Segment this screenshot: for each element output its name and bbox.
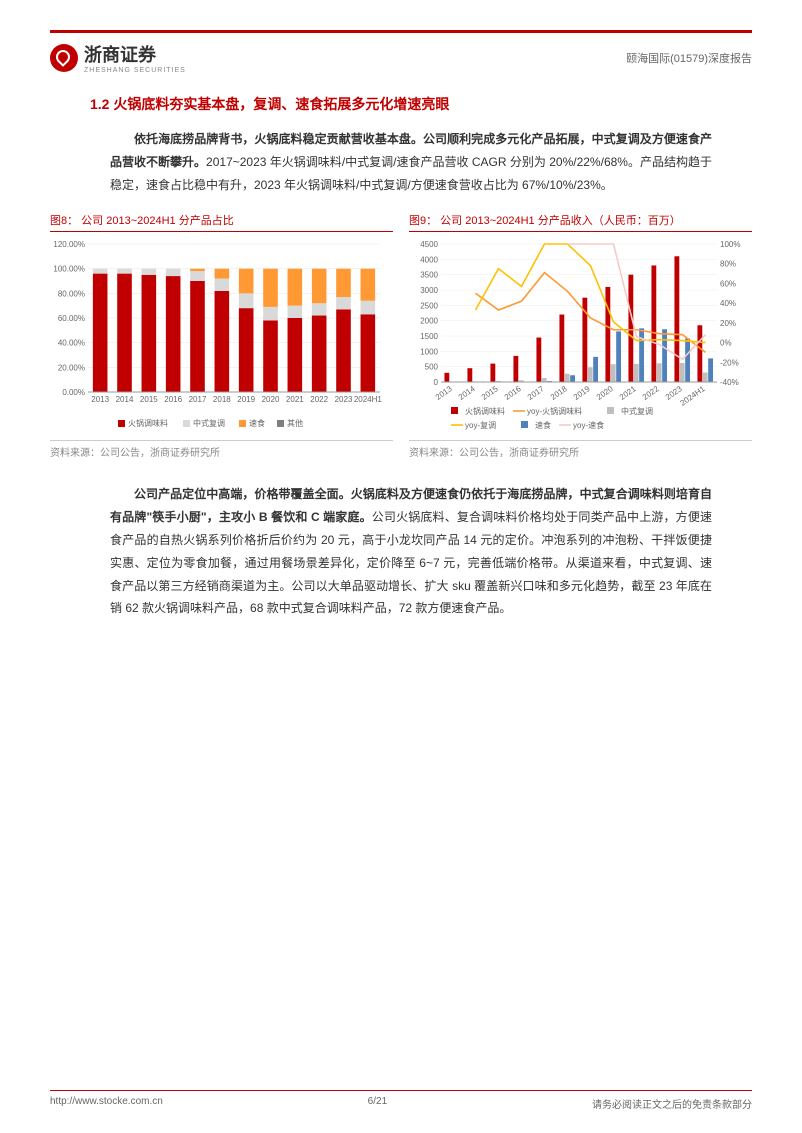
svg-text:2020: 2020 — [595, 384, 615, 402]
svg-text:4000: 4000 — [420, 256, 438, 265]
svg-text:2014: 2014 — [457, 384, 477, 402]
svg-text:40%: 40% — [720, 300, 736, 309]
chart8-svg: 0.00% 20.00% 40.00% 60.00% 80.00% 100.00% 120.… — [50, 236, 390, 436]
svg-text:火锅调味料: 火锅调味料 — [128, 418, 168, 428]
svg-text:4500: 4500 — [420, 240, 438, 249]
svg-text:速食: 速食 — [249, 418, 265, 428]
svg-text:中式复调: 中式复调 — [193, 418, 225, 428]
svg-text:80%: 80% — [720, 260, 736, 269]
chart8-title: 图8： 公司 2013~2024H1 分产品占比 — [50, 212, 393, 232]
svg-text:2500: 2500 — [420, 302, 438, 311]
svg-text:80.00%: 80.00% — [58, 290, 85, 299]
svg-text:60.00%: 60.00% — [58, 314, 85, 323]
section-number: 1.2 — [90, 96, 109, 112]
brand-sub: ZHESHANG SECURITIES — [84, 67, 186, 74]
paragraph-2: 公司产品定位中高端，价格带覆盖全面。火锅底料及方便速食仍依托于海底捞品牌，中式复… — [110, 483, 712, 620]
brand-logo-icon — [50, 44, 78, 72]
svg-text:yoy-火锅调味料: yoy-火锅调味料 — [527, 406, 582, 416]
svg-text:速食: 速食 — [535, 420, 551, 430]
svg-text:2014: 2014 — [116, 395, 134, 404]
svg-text:40.00%: 40.00% — [58, 339, 85, 348]
svg-text:2021: 2021 — [286, 395, 304, 404]
chart8-source: 资料来源：公司公告，浙商证券研究所 — [50, 440, 393, 459]
chart9-source: 资料来源：公司公告，浙商证券研究所 — [409, 440, 752, 459]
svg-text:1000: 1000 — [420, 348, 438, 357]
svg-text:2018: 2018 — [213, 395, 231, 404]
svg-text:0%: 0% — [720, 339, 732, 348]
section-title: 1.2 火锅底料夯实基本盘，复调、速食拓展多元化增速亮眼 — [90, 94, 752, 114]
svg-text:2024H1: 2024H1 — [679, 384, 708, 408]
svg-text:60%: 60% — [720, 280, 736, 289]
footer-disclaimer: 请务必阅读正文之后的免责条款部分 — [592, 1096, 752, 1111]
svg-text:2024H1: 2024H1 — [354, 395, 383, 404]
svg-text:2016: 2016 — [164, 395, 182, 404]
svg-text:3000: 3000 — [420, 286, 438, 295]
chart8-column: 图8： 公司 2013~2024H1 分产品占比 0.00% 20.00% 40.0… — [50, 212, 393, 459]
svg-text:2013: 2013 — [91, 395, 109, 404]
svg-text:2016: 2016 — [503, 384, 523, 402]
svg-text:2019: 2019 — [237, 395, 255, 404]
svg-text:-40%: -40% — [720, 378, 739, 387]
svg-text:3500: 3500 — [420, 271, 438, 280]
svg-text:2017: 2017 — [189, 395, 207, 404]
svg-text:yoy-复调: yoy-复调 — [465, 420, 496, 430]
brand-name: 浙商证券 — [84, 41, 186, 67]
page-footer: http://www.stocke.com.cn 6/21 请务必阅读正文之后的… — [50, 1090, 752, 1111]
svg-text:火锅调味料: 火锅调味料 — [465, 406, 505, 416]
paragraph-1: 依托海底捞品牌背书，火锅底料稳定贡献营收基本盘。公司顺利完成多元化产品拓展，中式… — [110, 128, 712, 196]
svg-text:2022: 2022 — [641, 384, 661, 402]
svg-text:yoy-速食: yoy-速食 — [573, 420, 604, 430]
chart9-svg: 0 500 1000 1500 2000 2500 3000 3500 4000 4500 -40%… — [409, 236, 749, 436]
svg-text:1500: 1500 — [420, 332, 438, 341]
svg-text:0.00%: 0.00% — [62, 388, 85, 397]
svg-text:2015: 2015 — [140, 395, 158, 404]
para2-rest: 公司火锅底料、复合调味料价格均处于同类产品中上游，方便速食产品的自热火锅系列价格… — [110, 510, 712, 615]
doc-reference: 颐海国际(01579)深度报告 — [626, 50, 752, 66]
brand-logo-block: 浙商证券 ZHESHANG SECURITIES — [50, 41, 186, 74]
footer-page: 6/21 — [368, 1096, 387, 1111]
svg-text:2021: 2021 — [618, 384, 638, 402]
chart8-box: 0.00% 20.00% 40.00% 60.00% 80.00% 100.00% 120.… — [50, 236, 393, 436]
svg-text:100%: 100% — [720, 240, 740, 249]
svg-text:100.00%: 100.00% — [53, 265, 85, 274]
svg-text:20.00%: 20.00% — [58, 364, 85, 373]
chart9-column: 图9： 公司 2013~2024H1 分产品收入（人民币：百万） 0 500 100… — [409, 212, 752, 459]
svg-text:2023: 2023 — [335, 395, 353, 404]
charts-row: 图8： 公司 2013~2024H1 分产品占比 0.00% 20.00% 40.0… — [50, 212, 752, 459]
svg-text:0: 0 — [434, 378, 439, 387]
chart9-title: 图9： 公司 2013~2024H1 分产品收入（人民币：百万） — [409, 212, 752, 232]
svg-text:中式复调: 中式复调 — [621, 406, 653, 416]
svg-text:120.00%: 120.00% — [53, 240, 85, 249]
svg-text:20%: 20% — [720, 319, 736, 328]
svg-text:-20%: -20% — [720, 359, 739, 368]
svg-text:2000: 2000 — [420, 317, 438, 326]
para2-lead: 公司产品定位中高端，价格带覆盖全面。 — [134, 487, 351, 501]
svg-text:2015: 2015 — [480, 384, 500, 402]
svg-text:其他: 其他 — [287, 418, 303, 428]
svg-text:2019: 2019 — [572, 384, 592, 402]
chart9-box: 0 500 1000 1500 2000 2500 3000 3500 4000 4500 -40%… — [409, 236, 752, 436]
footer-url: http://www.stocke.com.cn — [50, 1096, 163, 1111]
svg-text:2018: 2018 — [549, 384, 569, 402]
svg-text:2020: 2020 — [262, 395, 280, 404]
svg-text:500: 500 — [425, 363, 439, 372]
svg-text:2017: 2017 — [526, 384, 546, 402]
svg-text:2022: 2022 — [310, 395, 328, 404]
section-heading: 火锅底料夯实基本盘，复调、速食拓展多元化增速亮眼 — [113, 96, 449, 112]
page-header: 浙商证券 ZHESHANG SECURITIES 颐海国际(01579)深度报告 — [50, 30, 752, 74]
